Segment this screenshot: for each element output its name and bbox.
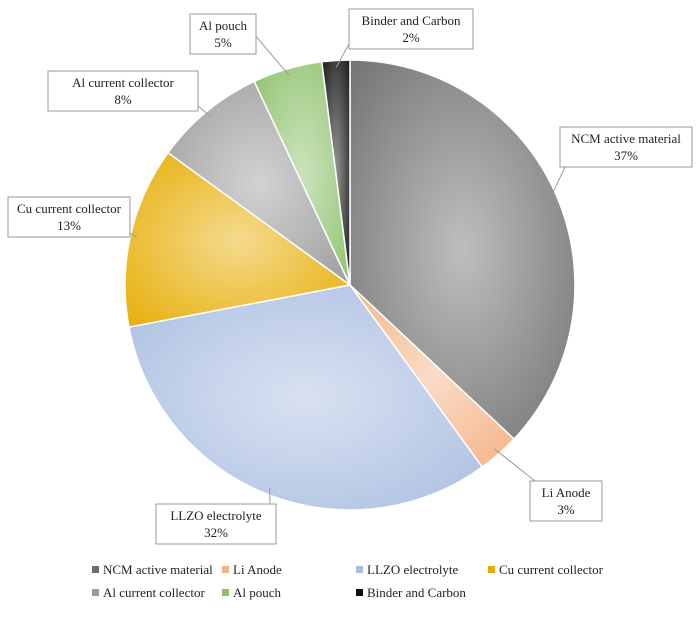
slice-label: Binder and Carbon xyxy=(362,13,461,28)
pie-slice-cu-current-collector xyxy=(124,151,352,329)
callout-li-anode: Li Anode 3% xyxy=(529,480,603,522)
pie-slice-binder-and-carbon xyxy=(320,59,351,286)
slice-label: Cu current collector xyxy=(17,201,122,216)
callout-al-pouch: Al pouch 5% xyxy=(189,13,257,55)
slice-label: Li Anode xyxy=(542,485,591,500)
legend-label: LLZO electrolyte xyxy=(367,562,459,577)
slice-value-label: 5% xyxy=(214,35,232,50)
slice-value-label: 3% xyxy=(557,502,575,517)
callout-box xyxy=(189,13,257,55)
slice-value-label: 32% xyxy=(204,525,228,540)
callout-llzo-electrolyte: LLZO electrolyte 32% xyxy=(155,503,277,545)
legend-item-ncm-active-material: NCM active material xyxy=(92,562,213,577)
legend-item-al-current-collector: Al current collector xyxy=(92,585,205,600)
slice-value-label: 13% xyxy=(57,218,81,233)
legend-swatch xyxy=(92,566,99,573)
legend-label: Cu current collector xyxy=(499,562,604,577)
leader-line-ncm-active-material xyxy=(549,166,566,199)
slice-label: LLZO electrolyte xyxy=(170,508,262,523)
callout-cu-current-collector: Cu current collector 13% xyxy=(7,196,131,238)
callout-box xyxy=(155,503,277,545)
chart-legend: NCM active material Li Anode LLZO electrol… xyxy=(92,562,604,600)
pie-slices xyxy=(124,59,576,511)
slice-value-label: 2% xyxy=(402,30,420,45)
callout-ncm-active-material: NCM active material 37% xyxy=(559,126,693,168)
leader-line-binder-and-carbon xyxy=(335,43,350,68)
legend-swatch xyxy=(356,589,363,596)
callout-box xyxy=(7,196,131,238)
slice-label: NCM active material xyxy=(571,131,681,146)
legend-swatch xyxy=(488,566,495,573)
slice-callouts: NCM active material 37% Li Anode 3% LLZO ele… xyxy=(7,8,693,545)
pie-slice-llzo-electrolyte xyxy=(128,284,484,511)
callout-box xyxy=(559,126,693,168)
legend-label: Al current collector xyxy=(103,585,205,600)
legend-item-al-pouch: Al pouch xyxy=(222,585,282,600)
leader-line-al-pouch xyxy=(253,33,290,76)
legend-item-li-anode: Li Anode xyxy=(222,562,282,577)
legend-label: Li Anode xyxy=(233,562,282,577)
legend-label: Binder and Carbon xyxy=(367,585,466,600)
slice-label: Al current collector xyxy=(72,75,174,90)
callout-binder-and-carbon: Binder and Carbon 2% xyxy=(348,8,474,50)
callout-box xyxy=(529,480,603,522)
legend-swatch xyxy=(356,566,363,573)
leader-line-al-current-collector xyxy=(197,105,212,118)
callout-box xyxy=(348,8,474,50)
legend-label: NCM active material xyxy=(103,562,213,577)
legend-swatch xyxy=(92,589,99,596)
leader-line-li-anode xyxy=(493,448,536,482)
legend-item-cu-current-collector: Cu current collector xyxy=(488,562,604,577)
legend-item-llzo-electrolyte: LLZO electrolyte xyxy=(356,562,459,577)
callout-box xyxy=(47,70,199,112)
legend-label: Al pouch xyxy=(233,585,282,600)
callout-al-current-collector: Al current collector 8% xyxy=(47,70,199,112)
slice-value-label: 8% xyxy=(114,92,132,107)
legend-swatch xyxy=(222,589,229,596)
slice-label: Al pouch xyxy=(199,18,248,33)
slice-value-label: 37% xyxy=(614,148,638,163)
legend-item-binder-and-carbon: Binder and Carbon xyxy=(356,585,466,600)
pie-slice-ncm-active-material xyxy=(349,59,576,441)
pie-slice-al-current-collector xyxy=(166,80,351,286)
legend-swatch xyxy=(222,566,229,573)
